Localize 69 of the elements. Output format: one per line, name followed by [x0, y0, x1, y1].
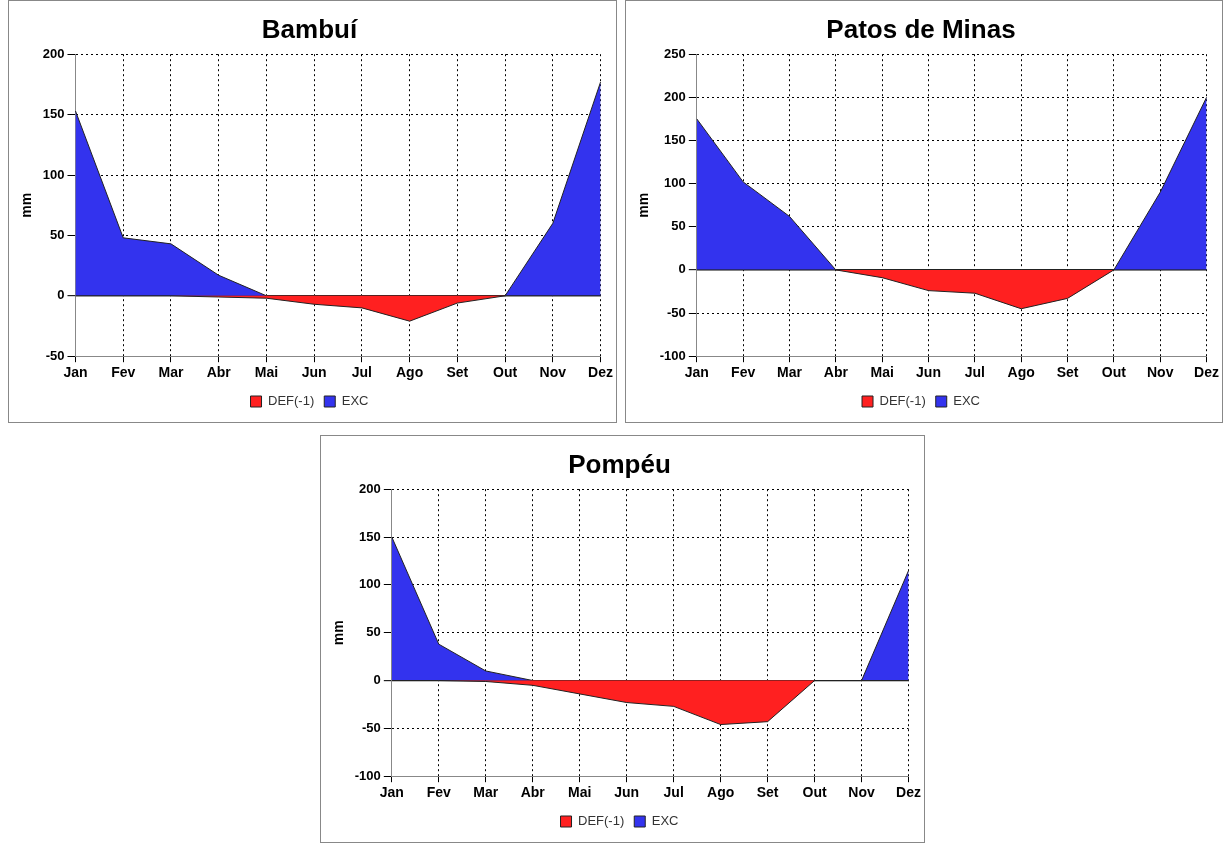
legend-label: DEF(-1) [879, 393, 926, 409]
y-tick-label: 150 [42, 106, 65, 122]
x-tick-label: Jul [351, 364, 372, 381]
x-tick-label: Dez [1194, 364, 1219, 381]
x-tick-label: Abr [206, 364, 232, 381]
y-tick-label: 50 [366, 624, 381, 640]
y-tick-label: 100 [359, 576, 381, 592]
x-tick-label: Mai [254, 364, 279, 381]
x-tick-label: Jan [63, 364, 88, 381]
x-tick-label: Mai [870, 364, 894, 381]
x-tick-label: Jun [614, 784, 640, 801]
x-tick-label: Ago [1007, 364, 1035, 381]
legend-label: EXC [341, 393, 369, 409]
x-tick-label: Dez [896, 784, 921, 801]
x-tick-label: Jan [684, 364, 709, 381]
x-tick-label: Fev [731, 364, 756, 381]
x-tick-label: Nov [539, 364, 567, 381]
y-axis-title: mm [330, 620, 347, 646]
y-tick-label: 150 [664, 132, 686, 148]
x-tick-label: Fev [111, 364, 136, 381]
y-tick-label: -100 [659, 347, 686, 363]
y-tick-label: 250 [664, 45, 686, 61]
x-tick-label: Set [1056, 364, 1079, 381]
x-tick-label: Abr [823, 364, 849, 381]
x-tick-label: Mar [473, 784, 499, 801]
y-tick-label: 150 [359, 528, 381, 544]
x-tick-label: Nov [848, 784, 876, 801]
chart-title: Pompéu [568, 448, 671, 479]
y-tick-label: 50 [671, 218, 686, 234]
x-tick-label: Mar [777, 364, 803, 381]
legend-label: DEF(-1) [578, 813, 625, 829]
x-tick-label: Set [756, 784, 779, 801]
y-axis-title: mm [635, 192, 652, 218]
y-tick-label: -50 [667, 304, 686, 320]
chart-title: Patos de Minas [826, 13, 1016, 44]
y-tick-label: 50 [50, 226, 65, 242]
legend-label: EXC [953, 393, 980, 409]
x-tick-label: Ago [707, 784, 735, 801]
y-tick-label: -50 [362, 719, 381, 735]
x-tick-label: Fev [426, 784, 452, 801]
x-tick-label: Mai [568, 784, 592, 801]
x-tick-label: Out [802, 784, 827, 801]
x-tick-label: Nov [1146, 364, 1174, 381]
x-tick-label: Ago [396, 364, 424, 381]
y-tick-label: 200 [664, 88, 686, 104]
legend-label: EXC [651, 813, 679, 829]
x-tick-label: Out [493, 364, 518, 381]
x-tick-label: Mar [158, 364, 184, 381]
x-tick-label: Jun [916, 364, 941, 381]
x-tick-label: Abr [520, 784, 546, 801]
y-tick-label: 0 [57, 287, 65, 303]
y-tick-label: 100 [42, 166, 65, 182]
x-tick-label: Dez [588, 364, 613, 381]
y-tick-label: 200 [42, 45, 65, 61]
chart-title: Bambuí [261, 13, 358, 44]
y-tick-label: 0 [678, 261, 686, 277]
legend-label: DEF(-1) [268, 393, 315, 409]
y-tick-label: 100 [664, 175, 686, 191]
x-tick-label: Set [446, 364, 469, 381]
x-tick-label: Jul [663, 784, 684, 801]
x-tick-label: Jan [379, 784, 404, 801]
x-tick-label: Jul [964, 364, 985, 381]
y-tick-label: -100 [354, 767, 381, 783]
x-tick-label: Jun [301, 364, 327, 381]
y-tick-label: 0 [373, 672, 381, 688]
y-axis-title: mm [18, 192, 35, 218]
y-tick-label: 200 [359, 480, 381, 496]
x-tick-label: Out [1101, 364, 1127, 381]
y-tick-label: -50 [45, 347, 65, 363]
